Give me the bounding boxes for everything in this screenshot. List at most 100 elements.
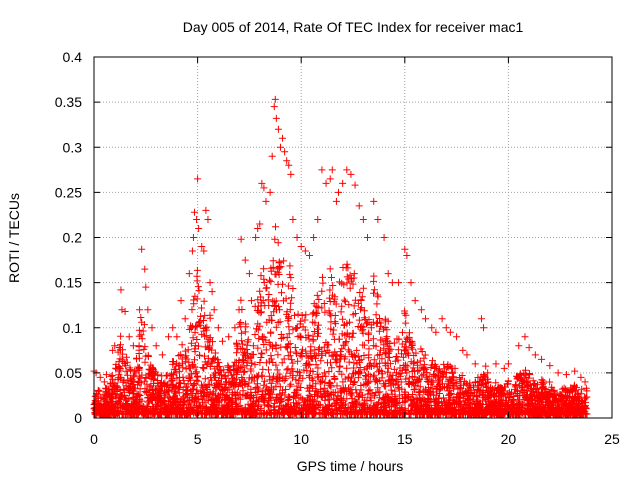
data-point (262, 197, 270, 205)
data-point (407, 279, 415, 287)
data-point (177, 297, 185, 305)
data-point (411, 297, 419, 305)
data-point (252, 234, 260, 241)
data-point (287, 170, 295, 178)
data-point (136, 306, 144, 314)
data-point (322, 179, 330, 187)
data-point (571, 367, 579, 375)
data-point (374, 215, 382, 223)
data-point (268, 152, 276, 160)
data-point (142, 283, 150, 291)
chart-title: Day 005 of 2014, Rate Of TEC Index for r… (183, 19, 524, 35)
data-point (446, 328, 454, 336)
data-point (355, 202, 363, 210)
y-tick-label: 0.15 (55, 275, 82, 291)
data-point (194, 175, 202, 183)
data-point (500, 364, 508, 372)
data-point (453, 333, 461, 341)
x-tick-label: 5 (194, 431, 202, 447)
data-point (422, 315, 430, 323)
data-point (235, 306, 243, 314)
data-point (141, 265, 149, 273)
data-point (109, 346, 117, 354)
data-point (432, 328, 440, 336)
data-point (185, 270, 193, 278)
data-point (364, 234, 372, 241)
x-tick-label: 15 (397, 431, 413, 447)
data-point (256, 220, 264, 228)
y-tick-label: 0.2 (63, 230, 83, 246)
data-point (370, 197, 378, 205)
data-point (237, 235, 245, 243)
y-tick-labels: 0 0.05 0.1 0.15 0.2 0.25 0.3 0.35 0.4 (55, 49, 82, 426)
data-point (515, 342, 523, 350)
data-point (188, 247, 196, 255)
data-point (279, 134, 287, 142)
data-point (129, 342, 137, 350)
data-point (260, 184, 268, 192)
data-point (214, 324, 222, 332)
data-point (266, 188, 274, 196)
data-point (218, 337, 226, 345)
data-point (247, 297, 255, 305)
data-point (148, 324, 156, 332)
data-point (111, 342, 119, 350)
y-tick-label: 0 (74, 410, 82, 426)
data-point (258, 179, 266, 187)
data-point (202, 206, 210, 214)
x-axis-label: GPS time / hours (297, 458, 404, 474)
data-point (225, 333, 233, 341)
data-point (577, 373, 585, 381)
y-tick-label: 0.35 (55, 94, 82, 110)
data-point (272, 114, 280, 122)
noise-floor-cloud (90, 223, 591, 418)
data-point (96, 373, 104, 381)
data-point (125, 333, 133, 341)
x-tick-label: 10 (293, 431, 309, 447)
data-point (200, 247, 208, 255)
data-point (504, 360, 512, 368)
data-point (190, 208, 198, 216)
y-axis-label: ROTI / TECUs (6, 193, 22, 283)
data-point (245, 270, 253, 278)
data-point (208, 288, 216, 296)
data-point (310, 234, 318, 241)
axis-ticks (93, 56, 613, 419)
data-point (428, 324, 436, 332)
data-point (581, 378, 589, 386)
y-tick-label: 0.05 (55, 365, 82, 381)
data-point (121, 308, 129, 316)
data-point (332, 197, 340, 205)
noise-floor-markers (90, 223, 591, 418)
data-point (318, 166, 326, 174)
data-point (562, 371, 570, 379)
data-point (380, 234, 388, 241)
data-point (301, 247, 309, 255)
data-point (276, 143, 284, 151)
data-point (328, 166, 336, 174)
y-tick-label: 0.4 (63, 49, 83, 65)
data-point (173, 333, 181, 341)
data-point (152, 342, 160, 350)
data-point (231, 324, 239, 332)
data-point (181, 315, 189, 323)
x-tick-label: 0 (90, 431, 98, 447)
data-point (100, 378, 108, 386)
data-point (293, 234, 301, 241)
data-point (521, 333, 529, 341)
data-point (138, 245, 146, 253)
data-point (525, 344, 533, 352)
data-point (102, 371, 110, 379)
y-tick-label: 0.1 (63, 320, 83, 336)
data-point (281, 148, 289, 156)
data-point (339, 179, 347, 187)
data-point (442, 324, 450, 332)
data-point (480, 324, 488, 332)
y-tick-label: 0.3 (63, 139, 83, 155)
data-point (210, 306, 218, 314)
data-point (492, 360, 500, 368)
data-point (359, 215, 367, 223)
y-tick-label: 0.25 (55, 184, 82, 200)
data-point (347, 170, 355, 178)
